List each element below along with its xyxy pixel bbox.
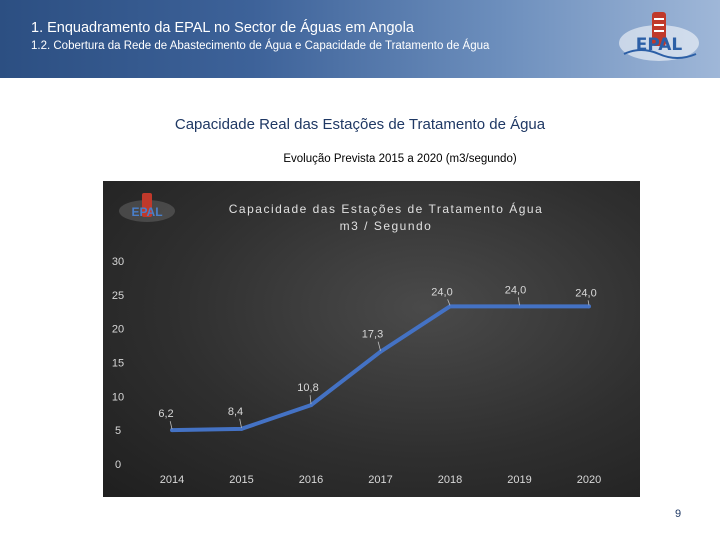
data-point <box>170 428 174 433</box>
x-tick-label: 2017 <box>368 474 392 486</box>
chart-panel: EPAL Capacidade das Estações de Tratamen… <box>103 181 640 497</box>
x-tick-label: 2019 <box>507 474 531 486</box>
header-banner: 1. Enquadramento da EPAL no Sector de Ág… <box>0 0 720 78</box>
data-label: 8,4 <box>228 406 243 418</box>
y-axis: 0 5 10 15 20 25 30 <box>112 256 124 471</box>
chart-logo: EPAL <box>119 193 175 222</box>
data-label-leader <box>239 418 242 428</box>
x-tick-label: 2016 <box>299 474 323 486</box>
series-line <box>170 304 591 433</box>
chart-title: Capacidade das Estações de Tratamento Ág… <box>229 201 544 216</box>
data-label-leader <box>309 395 312 405</box>
data-label-leader <box>587 300 590 306</box>
data-label: 10,8 <box>297 382 318 394</box>
x-tick-label: 2020 <box>577 474 601 486</box>
page-number: 9 <box>675 508 682 520</box>
data-label-leader <box>377 341 381 351</box>
y-tick-label: 10 <box>112 391 124 403</box>
data-label-leader <box>169 421 173 430</box>
chart-logo-lettering: EPAL <box>131 205 162 219</box>
y-tick-label: 25 <box>112 290 124 302</box>
y-tick-label: 0 <box>115 459 121 471</box>
y-tick-label: 20 <box>112 324 124 336</box>
data-point <box>239 426 244 431</box>
data-label: 24,0 <box>431 286 452 298</box>
data-label-leader <box>517 297 520 306</box>
y-tick-label: 5 <box>115 425 121 437</box>
data-label: 17,3 <box>362 329 383 341</box>
x-axis: 2014 2015 2016 2017 2018 2019 2020 <box>160 474 601 486</box>
header-subtitle: 1.2. Cobertura da Rede de Abastecimento … <box>31 40 490 52</box>
x-tick-label: 2018 <box>438 474 462 486</box>
x-tick-label: 2014 <box>160 474 184 486</box>
data-label: 6,2 <box>158 408 173 420</box>
x-tick-label: 2015 <box>229 474 253 486</box>
data-label: 24,0 <box>505 284 526 296</box>
slide-title: Capacidade Real das Estações de Tratamen… <box>174 116 546 133</box>
chart-subtitle: m3 / Segundo <box>340 219 433 233</box>
data-point <box>309 403 313 408</box>
data-labels: 6,2 8,4 10,8 17,3 24,0 24,0 24,0 <box>158 284 597 430</box>
epal-logo: EPAL <box>616 10 702 64</box>
data-label: 24,0 <box>575 287 596 299</box>
logo-lettering: EPAL <box>636 35 683 55</box>
data-point <box>378 349 383 354</box>
data-label-leader <box>447 299 451 306</box>
header-title: 1. Enquadramento da EPAL no Sector de Ág… <box>31 20 414 36</box>
data-point <box>587 304 591 309</box>
data-point <box>448 304 452 309</box>
slide-subtitle: Evolução Prevista 2015 a 2020 (m3/segund… <box>283 153 517 165</box>
line-chart: EPAL Capacidade das Estações de Tratamen… <box>112 193 601 486</box>
y-tick-label: 15 <box>112 358 124 370</box>
y-tick-label: 30 <box>112 256 124 268</box>
data-point <box>517 304 522 309</box>
